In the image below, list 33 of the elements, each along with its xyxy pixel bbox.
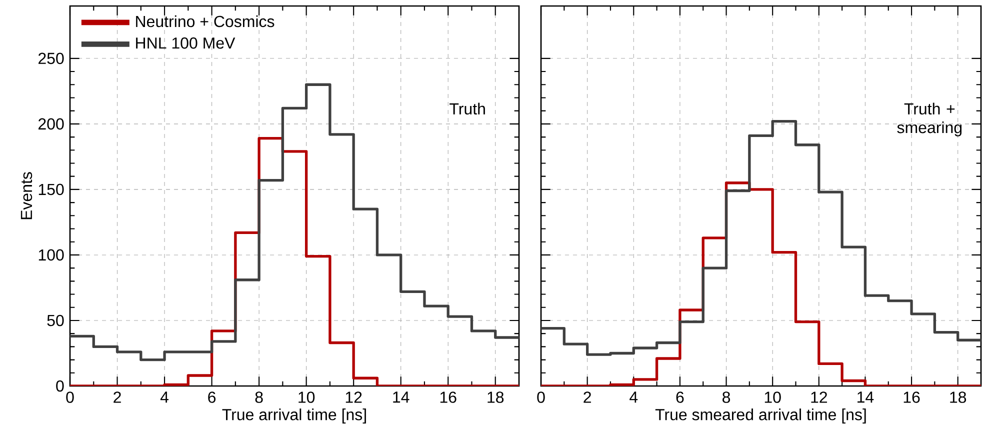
x-tick-label: 2 bbox=[584, 392, 591, 403]
legend-label: Neutrino + Cosmics bbox=[136, 15, 274, 28]
x-tick-label: 18 bbox=[488, 392, 504, 403]
x-tick-label: 4 bbox=[630, 392, 638, 403]
x-tick-label: 8 bbox=[722, 392, 730, 403]
x-tick-label: 18 bbox=[950, 392, 966, 403]
x-tick-label: 12 bbox=[811, 392, 827, 403]
x-tick-label: 4 bbox=[160, 392, 169, 403]
annotation: Truth + smearing bbox=[897, 102, 962, 136]
y-tick-label: 200 bbox=[38, 118, 64, 130]
x-tick-label: 0 bbox=[66, 392, 74, 403]
x-tick-label: 0 bbox=[537, 392, 545, 403]
x-tick-label: 14 bbox=[393, 392, 410, 403]
x-tick-label: 16 bbox=[904, 392, 920, 403]
y-tick-label: 250 bbox=[38, 52, 64, 64]
y-tick-label: 50 bbox=[47, 314, 64, 326]
x-tick-label: 2 bbox=[114, 392, 121, 403]
x-tick-label: 10 bbox=[764, 392, 781, 403]
x-axis-title: True arrival time [ns] bbox=[222, 408, 366, 424]
x-tick-label: 14 bbox=[858, 392, 874, 403]
x-axis-title: True smeared arrival time [ns] bbox=[655, 408, 866, 424]
x-tick-label: 10 bbox=[298, 392, 315, 403]
x-tick-label: 8 bbox=[255, 392, 263, 403]
x-tick-label: 6 bbox=[676, 392, 684, 403]
y-tick-label: 100 bbox=[38, 249, 64, 261]
y-tick-label: 150 bbox=[38, 184, 64, 196]
y-tick-label: 0 bbox=[56, 380, 64, 392]
x-tick-label: 6 bbox=[208, 392, 216, 403]
y-axis-title: Events bbox=[20, 172, 32, 220]
x-tick-label: 12 bbox=[346, 392, 362, 403]
legend-label: HNL 100 MeV bbox=[136, 37, 236, 49]
x-tick-label: 16 bbox=[440, 392, 456, 403]
annotation: Truth bbox=[450, 102, 485, 115]
